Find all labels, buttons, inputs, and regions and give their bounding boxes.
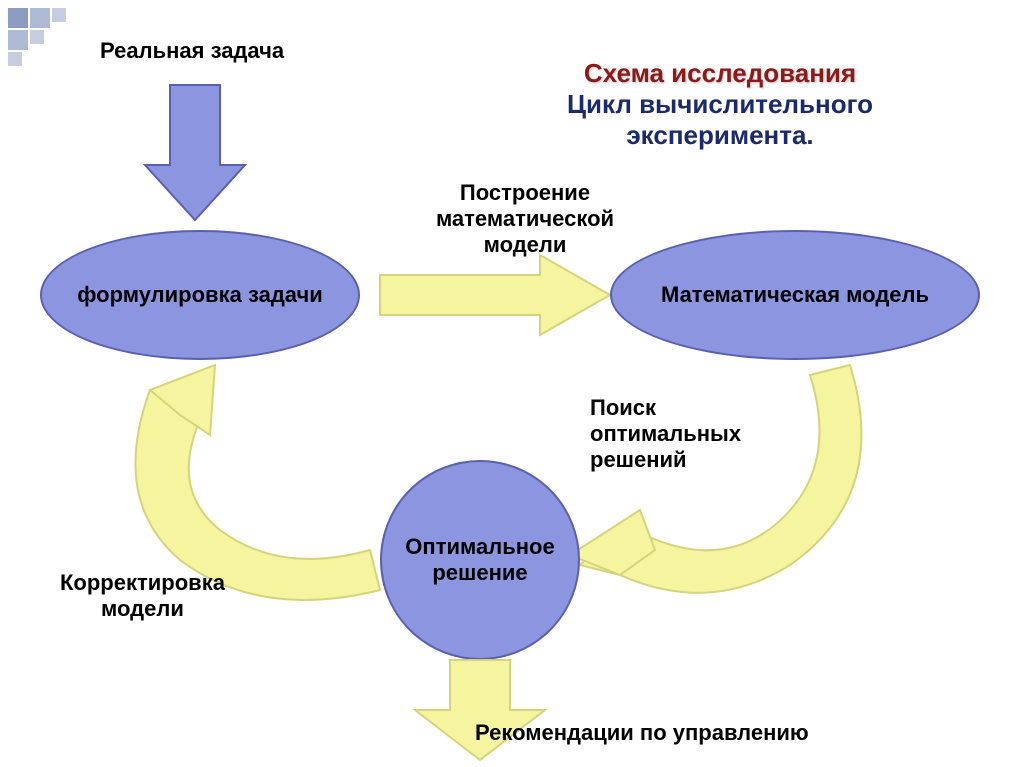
node-optimal-label-1: Оптимальное	[405, 534, 554, 560]
node-math-model-label: Математическая модель	[661, 282, 929, 308]
arrow-right-yellow	[370, 250, 620, 350]
label-correction-2: модели	[60, 596, 225, 622]
label-real-task: Реальная задача	[100, 38, 284, 64]
node-math-model: Математическая модель	[610, 230, 980, 360]
arrow-down-yellow	[405, 655, 555, 765]
title-main: Схема исследования	[460, 58, 980, 89]
node-formulation: формулировка задачи	[40, 230, 360, 360]
label-correction-1: Корректировка	[60, 570, 225, 596]
label-build-model-1: Построение	[395, 180, 655, 206]
label-build-model: Построение математической модели	[395, 180, 655, 258]
node-optimal: Оптимальное решение	[380, 460, 580, 660]
title-sub-2: эксперимента.	[460, 120, 980, 151]
arrow-down-purple	[135, 75, 255, 225]
label-correction: Корректировка модели	[60, 570, 225, 622]
arrow-curved-right-yellow	[560, 355, 900, 625]
title-sub-1: Цикл вычислительного	[460, 89, 980, 120]
label-recommendations: Рекомендации по управлению	[475, 720, 809, 746]
diagram-title: Схема исследования Цикл вычислительного …	[460, 58, 980, 151]
node-formulation-label: формулировка задачи	[77, 282, 323, 308]
node-optimal-label-2: решение	[432, 560, 527, 586]
